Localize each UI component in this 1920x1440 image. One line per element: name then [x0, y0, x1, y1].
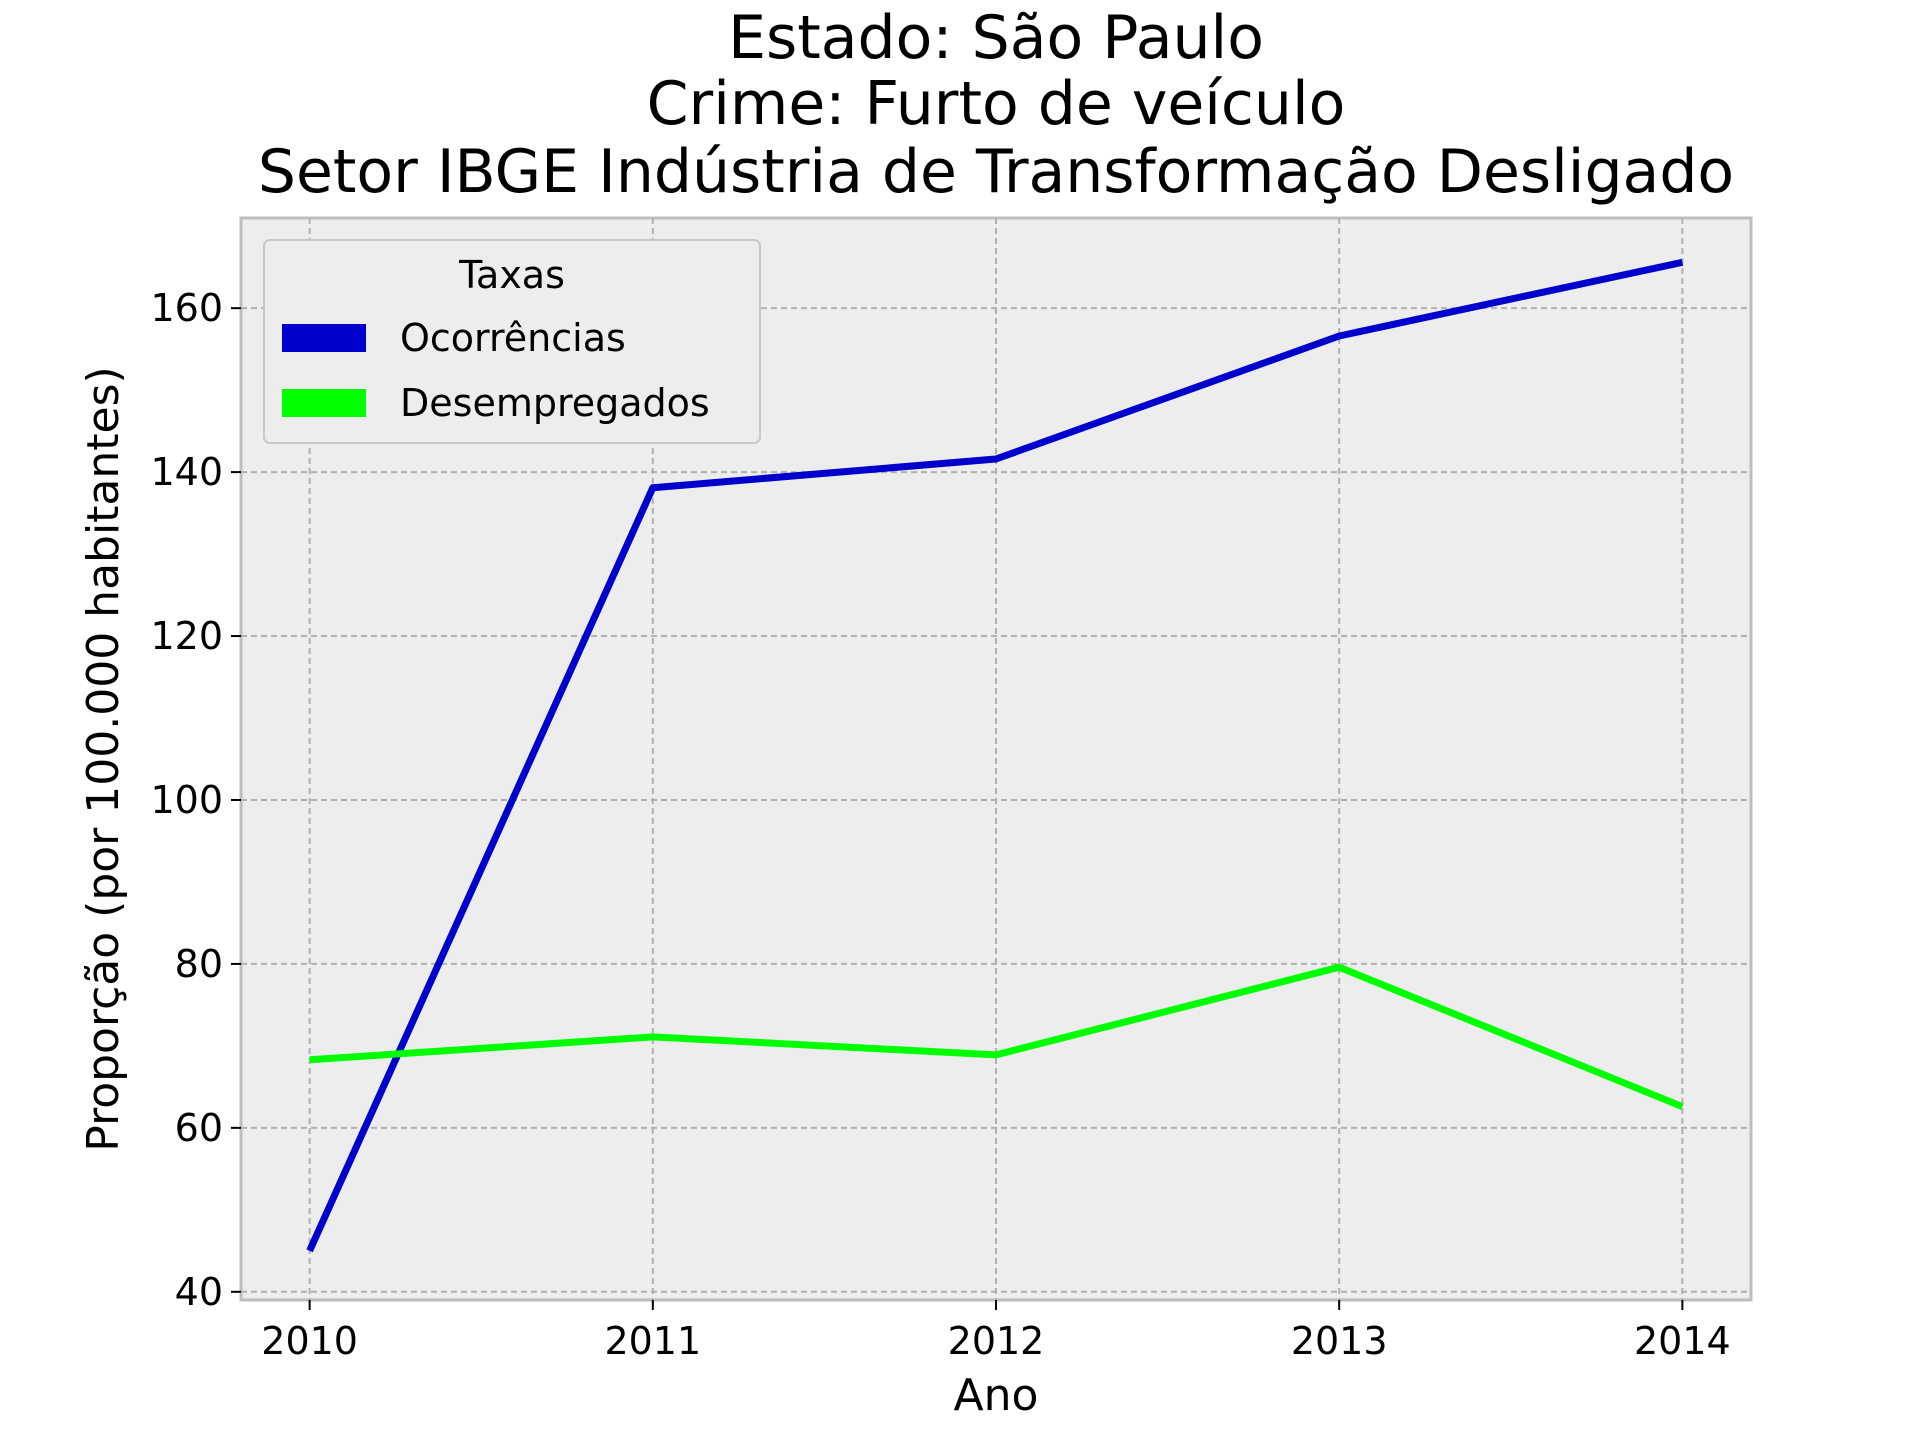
y-tick-label: 80	[175, 942, 223, 986]
y-axis-label: Proporção (por 100.000 habitantes)	[78, 366, 129, 1151]
legend-label-desempregados: Desempregados	[400, 381, 710, 425]
legend-swatch-ocorrencias	[282, 324, 366, 352]
y-tick-label: 40	[175, 1270, 223, 1314]
y-tick-label: 100	[150, 778, 223, 822]
x-tick-label: 2013	[1291, 1319, 1388, 1363]
legend-box	[263, 239, 761, 444]
title-line-2: Crime: Furto de veículo	[647, 69, 1346, 139]
y-tick-label: 60	[175, 1106, 223, 1150]
chart-title: Estado: São Paulo Crime: Furto de veícul…	[258, 3, 1734, 207]
y-tick-label: 140	[150, 450, 223, 494]
title-line-3: Setor IBGE Indústria de Transformação De…	[258, 137, 1734, 207]
x-tick-label: 2010	[261, 1319, 358, 1363]
legend-label-ocorrencias: Ocorrências	[400, 316, 626, 360]
title-line-1: Estado: São Paulo	[728, 3, 1264, 73]
y-tick-label: 120	[150, 614, 223, 658]
legend-swatch-desempregados	[282, 389, 366, 417]
y-tick-label: 160	[150, 286, 223, 330]
x-tick-label: 2011	[604, 1319, 701, 1363]
x-tick-label: 2012	[948, 1319, 1045, 1363]
legend-title: Taxas	[458, 253, 565, 297]
series-line-desempregados	[309, 963, 1684, 1110]
axis-ticks: 2010 2011 2012 2013 2014 40 60 80 100 120 140 160	[150, 286, 1730, 1363]
series-lines	[306, 258, 1684, 1253]
x-tick-label: 2014	[1634, 1319, 1731, 1363]
legend: Taxas Ocorrências Desempregados	[263, 239, 761, 444]
x-axis-label: Ano	[954, 1370, 1039, 1421]
series-line-ocorrencias	[306, 258, 1684, 1253]
